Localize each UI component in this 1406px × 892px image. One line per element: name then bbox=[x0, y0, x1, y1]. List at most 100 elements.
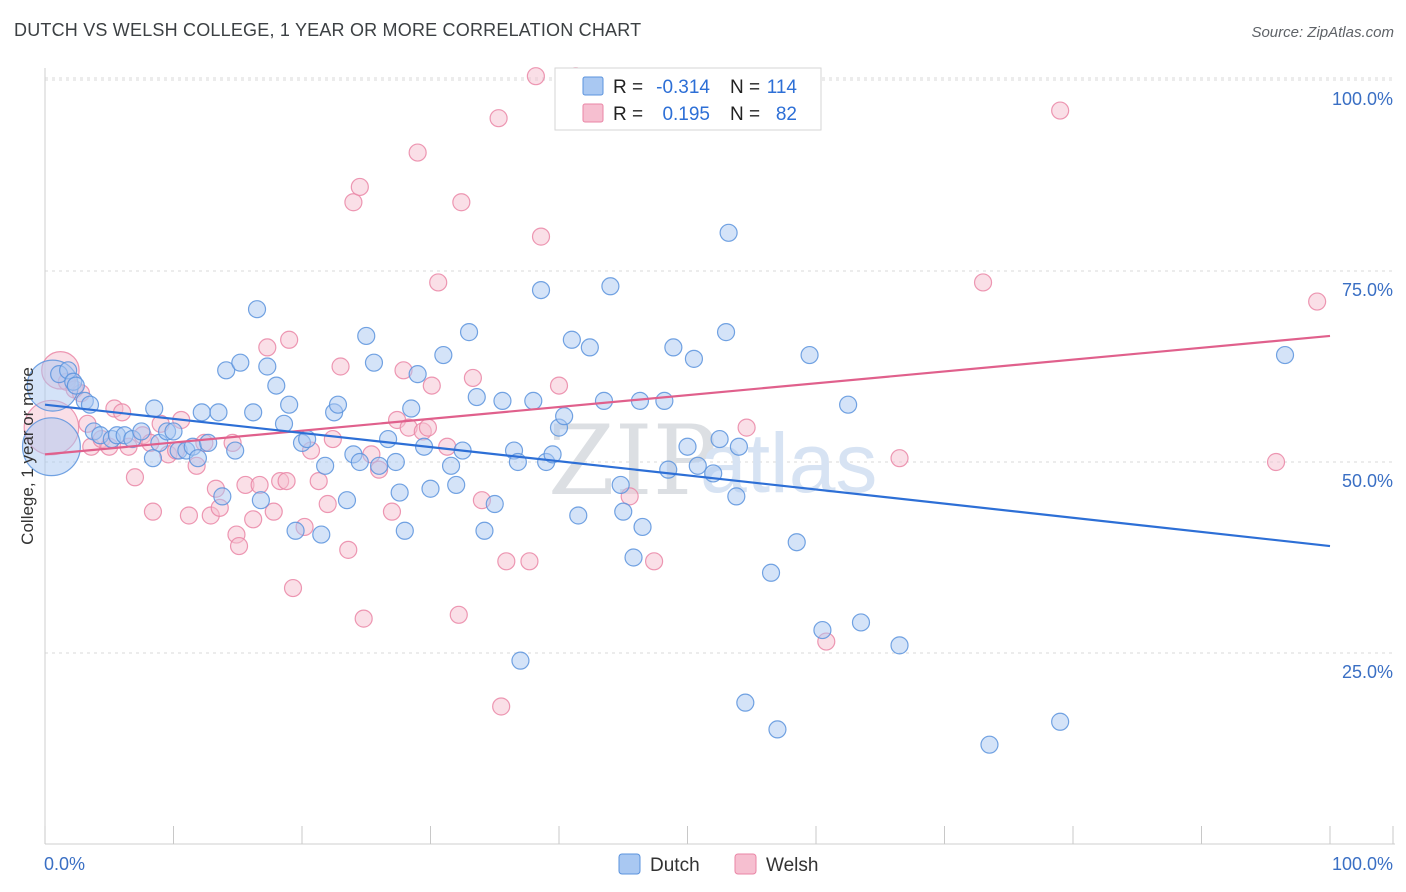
dutch-point bbox=[226, 441, 245, 460]
dutch-point bbox=[1275, 345, 1295, 365]
dutch-point bbox=[684, 349, 704, 368]
dutch-point bbox=[467, 387, 486, 407]
welsh-point bbox=[354, 609, 373, 628]
welsh-point bbox=[1308, 292, 1327, 311]
legend-welsh-label: Welsh bbox=[766, 855, 818, 876]
dutch-point bbox=[459, 323, 479, 342]
welsh-point bbox=[489, 109, 508, 128]
welsh-point bbox=[549, 376, 569, 395]
dutch-trendline bbox=[44, 403, 1331, 548]
welsh-point bbox=[890, 449, 909, 468]
dutch-point bbox=[66, 376, 85, 395]
dutch-point bbox=[337, 491, 357, 510]
welsh-point bbox=[339, 540, 358, 559]
dutch-point bbox=[555, 407, 574, 426]
welsh-point bbox=[1051, 101, 1070, 120]
dutch-point bbox=[395, 521, 414, 540]
welsh-point bbox=[280, 330, 299, 349]
dutch-point bbox=[719, 223, 738, 242]
dutch-point bbox=[678, 437, 697, 456]
welsh-point bbox=[323, 429, 342, 449]
dutch-point bbox=[145, 399, 164, 418]
welsh-point bbox=[408, 143, 427, 162]
dutch-point bbox=[839, 395, 858, 414]
welsh-point bbox=[244, 510, 263, 529]
y-tick-label-100: 100.0% bbox=[1332, 89, 1393, 109]
dutch-point bbox=[21, 417, 81, 477]
dutch-point bbox=[280, 395, 299, 414]
dutch-point bbox=[213, 487, 232, 506]
welsh-point bbox=[973, 273, 993, 292]
dutch-point bbox=[813, 620, 832, 640]
watermark: ZIP atlas bbox=[548, 405, 877, 517]
dutch-r-label: R = bbox=[613, 77, 643, 98]
dutch-point bbox=[402, 399, 421, 418]
legend-dutch-swatch bbox=[618, 853, 641, 875]
dutch-swatch bbox=[582, 76, 604, 96]
welsh-n-label: N = bbox=[730, 104, 760, 125]
welsh-point bbox=[520, 552, 539, 571]
dutch-point bbox=[258, 357, 277, 376]
welsh-n-value: 82 bbox=[776, 104, 797, 125]
welsh-point bbox=[344, 193, 363, 212]
dutch-point bbox=[421, 479, 440, 498]
dutch-point bbox=[217, 361, 236, 380]
dutch-point bbox=[247, 300, 267, 319]
dutch-point bbox=[768, 720, 787, 739]
dutch-point bbox=[192, 403, 211, 422]
dutch-point bbox=[655, 391, 674, 410]
dutch-points bbox=[21, 223, 1295, 754]
welsh-point bbox=[1266, 452, 1286, 472]
dutch-point bbox=[286, 521, 305, 540]
dutch-point bbox=[543, 445, 562, 464]
dutch-point bbox=[386, 452, 405, 472]
dutch-point bbox=[787, 533, 806, 552]
welsh-point bbox=[277, 472, 296, 491]
welsh-point bbox=[382, 502, 402, 521]
x-tick-label-min: 0.0% bbox=[44, 854, 85, 874]
welsh-point bbox=[526, 67, 545, 86]
dutch-point bbox=[199, 433, 218, 452]
dutch-point bbox=[475, 521, 494, 540]
x-tick-label-max: 100.0% bbox=[1332, 854, 1393, 874]
welsh-point bbox=[531, 227, 551, 246]
y-axis-title: College, 1 year or more bbox=[18, 367, 37, 545]
dutch-point bbox=[664, 338, 683, 357]
welsh-point bbox=[438, 437, 457, 456]
dutch-point bbox=[350, 452, 369, 472]
dutch-point bbox=[132, 422, 151, 441]
dutch-point bbox=[710, 429, 729, 449]
dutch-point bbox=[736, 693, 755, 712]
dutch-point bbox=[601, 277, 620, 296]
welsh-point bbox=[143, 502, 163, 521]
y-tick-label-50: 50.0% bbox=[1342, 471, 1393, 491]
dutch-point bbox=[580, 338, 599, 357]
dutch-point bbox=[316, 456, 335, 475]
dutch-r-value: -0.314 bbox=[656, 77, 710, 98]
welsh-points bbox=[23, 67, 1327, 716]
dutch-point bbox=[800, 345, 819, 365]
x-ticks bbox=[44, 826, 1394, 844]
y-tick-labels: 25.0% 50.0% 75.0% 100.0% bbox=[1332, 89, 1393, 682]
chart-title: DUTCH VS WELSH COLLEGE, 1 YEAR OR MORE C… bbox=[14, 20, 642, 40]
welsh-point bbox=[497, 552, 516, 571]
welsh-point bbox=[737, 418, 756, 437]
welsh-point bbox=[125, 468, 145, 487]
welsh-point bbox=[452, 193, 471, 212]
welsh-point bbox=[179, 506, 199, 525]
y-tick-label-25: 25.0% bbox=[1342, 662, 1393, 682]
dutch-point bbox=[209, 403, 228, 422]
welsh-point bbox=[283, 578, 303, 598]
dutch-point bbox=[569, 506, 588, 525]
dutch-point bbox=[980, 735, 999, 754]
dutch-point bbox=[434, 345, 453, 365]
welsh-point bbox=[264, 502, 283, 521]
welsh-point bbox=[250, 475, 269, 495]
dutch-point bbox=[447, 475, 466, 495]
legend-dutch-label: Dutch bbox=[650, 855, 700, 876]
stats-legend: R = -0.314 N = 114 R = 0.195 N = 82 bbox=[554, 67, 822, 131]
dutch-point bbox=[188, 449, 208, 468]
trendlines bbox=[44, 334, 1331, 548]
dutch-point bbox=[244, 403, 263, 422]
